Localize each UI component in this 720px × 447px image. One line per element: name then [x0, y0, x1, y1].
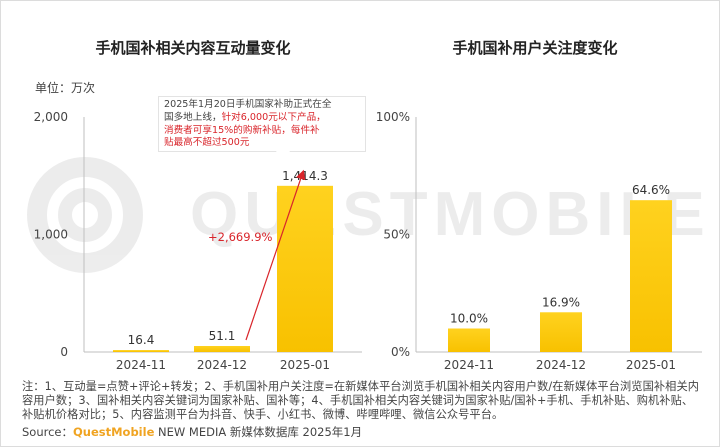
source-line: Source：QuestMobile NEW MEDIA 新媒体数据库 2025…	[22, 424, 362, 440]
annotation-line-4: 贴最高不超过500元	[164, 137, 250, 149]
left-chart-title: 手机国补相关内容互动量变化	[95, 39, 290, 57]
growth-label: +2,669.9%	[208, 230, 273, 244]
x-tick-label: 2024-11	[116, 358, 166, 372]
annotation-line-1: 2025年1月20日手机国家补助正式在全	[164, 99, 332, 110]
y-tick-label: 0	[60, 345, 68, 359]
left-chart: 0 1,000 2,000 16.4 2024-11 51.1 2024-12 1,414.3…	[34, 110, 333, 372]
y-tick-label: 50%	[383, 228, 410, 242]
right-chart-title: 手机国补用户关注度变化	[452, 39, 617, 57]
bar-value-label: 16.4	[128, 333, 155, 347]
bar-value-label: 10.0%	[450, 312, 488, 326]
bar	[540, 312, 582, 352]
y-tick-label: 2,000	[34, 110, 68, 124]
watermark: QUESTMOBILE	[27, 157, 711, 273]
growth-arrow	[245, 169, 306, 341]
y-tick-label: 1,000	[34, 228, 68, 242]
bar-value-label: 1,414.3	[282, 169, 328, 183]
source-suffix: NEW MEDIA 新媒体数据库 2025年1月	[154, 425, 363, 439]
y-tick-label: 0%	[391, 345, 410, 359]
x-tick-label: 2024-12	[536, 358, 586, 372]
bar	[630, 200, 672, 352]
bar	[113, 350, 169, 352]
bar-value-label: 64.6%	[632, 183, 670, 197]
annotation-line-2a: 国多地上线，	[164, 111, 222, 123]
annotation-pointer	[276, 151, 290, 161]
x-tick-label: 2024-12	[197, 358, 247, 372]
source-brand: QuestMobile	[73, 425, 155, 439]
footnote: 注：1、互动量=点赞+评论+转发；2、手机国补用户关注度=在新媒体平台浏览手机国…	[22, 380, 700, 421]
unit-label: 单位：万次	[35, 80, 95, 95]
watermark-text: QUESTMOBILE	[190, 180, 711, 249]
annotation-line-2: 国多地上线，针对6,000元以下产品，	[164, 112, 360, 125]
bar	[194, 345, 250, 352]
x-tick-label: 2025-01	[280, 358, 330, 372]
bar	[277, 185, 333, 352]
annotation-line-3: 消费者可享15%的购新补贴，每件补	[164, 124, 320, 136]
annotation-line-2b: 针对6,000元以下产品，	[221, 111, 326, 123]
bar-value-label: 16.9%	[542, 295, 580, 309]
y-tick-label: 100%	[376, 110, 410, 124]
annotation-box: 2025年1月20日手机国家补助正式在全 国多地上线，针对6,000元以下产品，…	[158, 96, 366, 152]
x-tick-label: 2025-01	[626, 358, 676, 372]
source-prefix: Source：	[22, 425, 73, 439]
right-chart: 0% 50% 100% 10.0% 2024-11 16.9% 2024-12 64.6% 20…	[376, 110, 676, 372]
bar-value-label: 51.1	[209, 329, 236, 343]
x-tick-label: 2024-11	[444, 358, 494, 372]
bar	[448, 328, 490, 352]
